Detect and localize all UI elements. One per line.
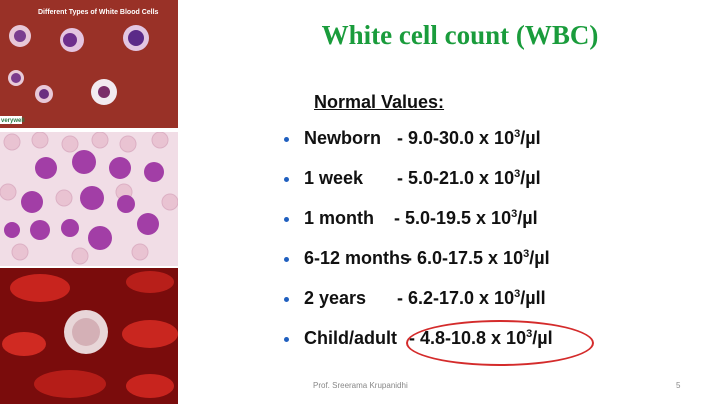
image-column: Different Types of White Blood Cells ver… xyxy=(0,0,178,404)
image-watermark: verywell xyxy=(1,118,25,124)
age-label: 6-12 months xyxy=(304,248,411,268)
blood-smear-image xyxy=(0,132,178,266)
range-value: - 6.0-17.5 x 103/µl xyxy=(406,248,550,268)
bullet-icon xyxy=(284,177,289,182)
slide-subtitle: Normal Values: xyxy=(314,92,445,112)
bullet-icon xyxy=(284,137,289,142)
highlight-circle xyxy=(406,320,594,366)
bullet-icon xyxy=(284,297,289,302)
slide-title: White cell count (WBC) xyxy=(321,20,599,50)
range-value: - 5.0-19.5 x 103/µl xyxy=(394,208,538,228)
bullet-icon xyxy=(284,257,289,262)
bullet-icon xyxy=(284,217,289,222)
age-label: 2 years xyxy=(304,288,367,308)
age-label: Child/adult xyxy=(304,328,397,348)
range-value: - 6.2-17.0 x 103/µll xyxy=(397,288,546,308)
image-caption: Different Types of White Blood Cells xyxy=(38,9,159,16)
footer-author: Prof. Sreerama Krupanidhi xyxy=(313,381,408,390)
red-blood-cells-image xyxy=(0,268,178,404)
wbc-types-image: Different Types of White Blood Cells ver… xyxy=(0,0,178,128)
range-value: - 9.0-30.0 x 103/µl xyxy=(397,128,541,148)
age-label: 1 week xyxy=(304,168,364,188)
range-value: - 5.0-21.0 x 103/µl xyxy=(397,168,541,188)
age-label: 1 month xyxy=(304,208,374,228)
age-label: Newborn xyxy=(304,128,382,148)
page-number: 5 xyxy=(676,381,681,390)
bullet-icon xyxy=(284,337,289,342)
